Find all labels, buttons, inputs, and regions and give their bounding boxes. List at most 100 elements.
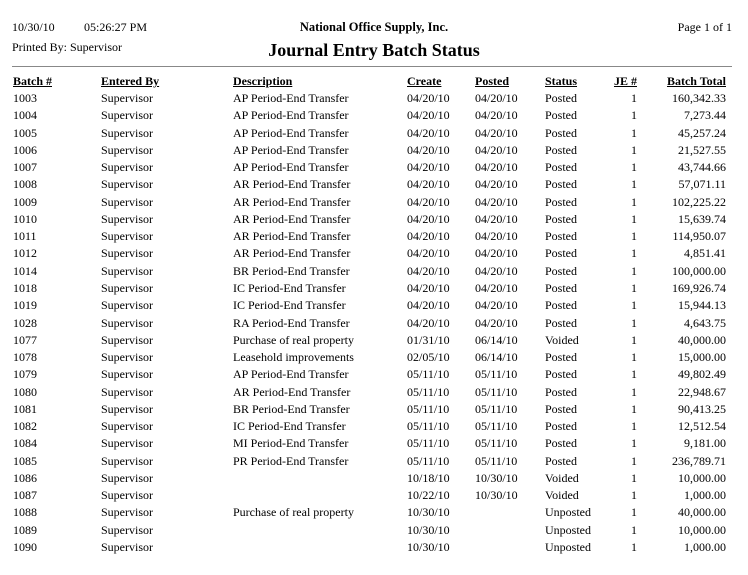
create-date: 04/20/10 [407, 177, 450, 192]
entered-by: Supervisor [101, 522, 153, 537]
posted-date: 05/11/10 [475, 453, 518, 468]
posted-date: 04/20/10 [475, 298, 518, 313]
table-row: 1006 Supervisor AP Period-End Transfer 04/2… [0, 143, 748, 160]
status: Voided [545, 488, 579, 503]
batch-number: 1079 [13, 367, 37, 382]
entered-by: Supervisor [101, 177, 153, 192]
description: AR Period-End Transfer [233, 384, 351, 399]
batch-total: 49,802.49 [678, 367, 726, 382]
batch-total: 40,000.00 [678, 505, 726, 520]
status: Voided [545, 332, 579, 347]
batch-number: 1078 [13, 350, 37, 365]
posted-date: 04/20/10 [475, 280, 518, 295]
entered-by: Supervisor [101, 436, 153, 451]
status: Unposted [545, 522, 591, 537]
column-headers: Batch # Entered By Description Create Po… [0, 74, 748, 91]
posted-date: 05/11/10 [475, 367, 518, 382]
status: Posted [545, 280, 578, 295]
batch-number: 1088 [13, 505, 37, 520]
batch-number: 1003 [13, 91, 37, 105]
posted-date: 04/20/10 [475, 263, 518, 278]
batch-number: 1081 [13, 401, 37, 416]
je-count: 1 [631, 540, 637, 555]
je-count: 1 [631, 470, 637, 485]
entered-by: Supervisor [101, 384, 153, 399]
batch-number: 1007 [13, 160, 37, 175]
description: AP Period-End Transfer [233, 160, 349, 175]
posted-date: 06/14/10 [475, 332, 518, 347]
entered-by: Supervisor [101, 194, 153, 209]
create-date: 04/20/10 [407, 246, 450, 261]
description: MI Period-End Transfer [233, 436, 349, 451]
posted-date: 04/20/10 [475, 229, 518, 244]
batch-total: 1,000.00 [684, 488, 726, 503]
je-count: 1 [631, 350, 637, 365]
batch-total: 114,950.07 [672, 229, 726, 244]
entered-by: Supervisor [101, 488, 153, 503]
header-divider [12, 66, 732, 67]
create-date: 04/20/10 [407, 315, 450, 330]
entered-by: Supervisor [101, 246, 153, 261]
table-row: 1090 Supervisor 10/30/10 Unposted 1 1,000.00 [0, 540, 748, 557]
je-count: 1 [631, 332, 637, 347]
table-row: 1084 Supervisor MI Period-End Transfer 05/1… [0, 436, 748, 453]
entered-by: Supervisor [101, 419, 153, 434]
je-count: 1 [631, 142, 637, 157]
status: Posted [545, 142, 578, 157]
header-batch-total: Batch Total [666, 74, 726, 88]
je-count: 1 [631, 280, 637, 295]
entered-by: Supervisor [101, 367, 153, 382]
je-count: 1 [631, 522, 637, 537]
entered-by: Supervisor [101, 160, 153, 175]
header-je: JE # [613, 74, 637, 88]
create-date: 04/20/10 [407, 91, 450, 105]
report-time: 05:26:27 PM [84, 20, 148, 34]
description: AP Period-End Transfer [233, 91, 349, 105]
batch-number: 1082 [13, 419, 37, 434]
batch-number: 1089 [13, 522, 37, 537]
batch-total: 10,000.00 [678, 470, 726, 485]
status: Posted [545, 177, 578, 192]
posted-date: 10/30/10 [475, 488, 518, 503]
je-count: 1 [631, 211, 637, 226]
je-count: 1 [631, 177, 637, 192]
status: Posted [545, 263, 578, 278]
create-date: 05/11/10 [407, 367, 450, 382]
description: IC Period-End Transfer [233, 280, 346, 295]
entered-by: Supervisor [101, 211, 153, 226]
batch-total: 90,413.25 [678, 401, 726, 416]
description: RA Period-End Transfer [233, 315, 350, 330]
table-row: 1081 Supervisor BR Period-End Transfer 05/1… [0, 402, 748, 419]
je-count: 1 [631, 108, 637, 123]
description: AR Period-End Transfer [233, 229, 351, 244]
entered-by: Supervisor [101, 470, 153, 485]
status: Posted [545, 194, 578, 209]
je-count: 1 [631, 160, 637, 175]
description: AR Period-End Transfer [233, 246, 351, 261]
batch-total: 15,944.13 [678, 298, 726, 313]
je-count: 1 [631, 246, 637, 261]
posted-date: 04/20/10 [475, 142, 518, 157]
create-date: 04/20/10 [407, 263, 450, 278]
create-date: 04/20/10 [407, 194, 450, 209]
batch-number: 1019 [13, 298, 37, 313]
posted-date: 04/20/10 [475, 315, 518, 330]
batch-total: 160,342.33 [672, 91, 726, 105]
batch-number: 1006 [13, 142, 37, 157]
batch-total: 102,225.22 [672, 194, 726, 209]
je-count: 1 [631, 384, 637, 399]
batch-total: 9,181.00 [684, 436, 726, 451]
batch-total: 21,527.55 [678, 142, 726, 157]
table-row: 1009 Supervisor AR Period-End Transfer 04/2… [0, 195, 748, 212]
create-date: 04/20/10 [407, 108, 450, 123]
page-number: Page 1 of 1 [677, 20, 732, 34]
je-count: 1 [631, 91, 637, 105]
je-count: 1 [631, 315, 637, 330]
status: Unposted [545, 540, 591, 555]
description: Leasehold improvements [233, 350, 354, 365]
batch-number: 1077 [13, 332, 37, 347]
batch-number: 1004 [13, 108, 37, 123]
je-count: 1 [631, 263, 637, 278]
batch-total: 43,744.66 [678, 160, 726, 175]
je-count: 1 [631, 298, 637, 313]
